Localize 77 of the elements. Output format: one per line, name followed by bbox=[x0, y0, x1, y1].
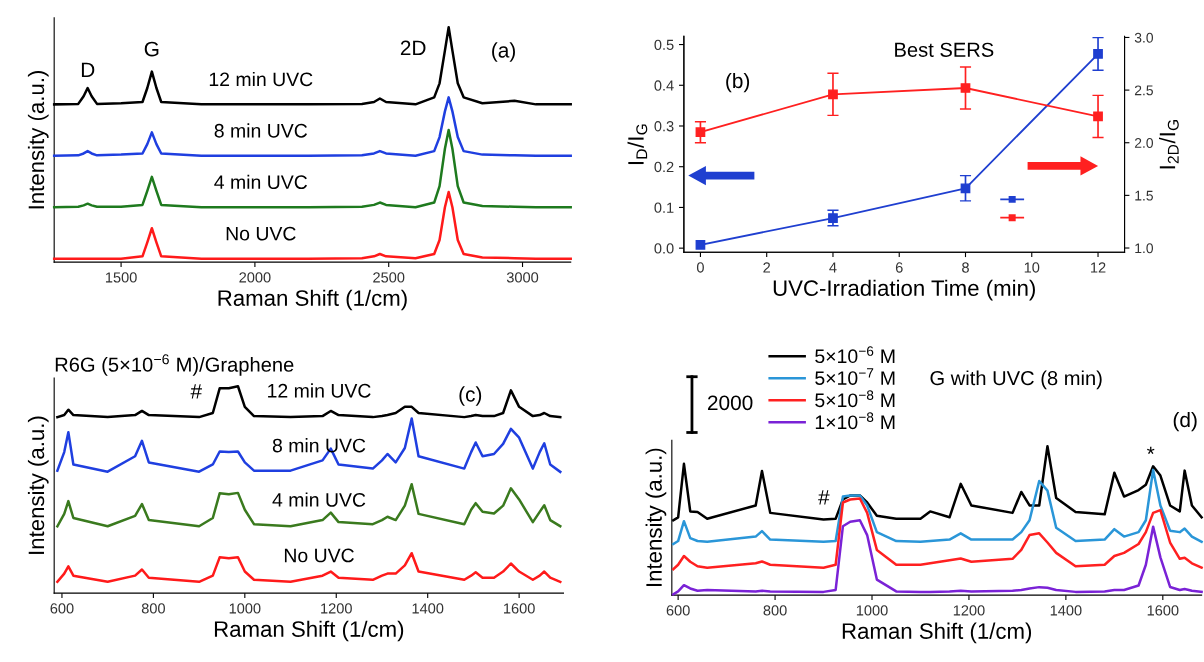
y-tick-label: 0.3 bbox=[654, 121, 674, 132]
point bbox=[1093, 111, 1103, 122]
series-label: 8 min UVC bbox=[214, 123, 308, 138]
x-tick-label: 1600 bbox=[1147, 605, 1179, 616]
x-tick-label: 1500 bbox=[105, 272, 137, 283]
y2-tick-label: 3.0 bbox=[1134, 32, 1154, 43]
chart-title: Best SERS bbox=[895, 42, 994, 57]
text: (d) bbox=[1173, 411, 1197, 432]
y-axis-title: Intensity (a.u.) bbox=[645, 448, 667, 587]
point bbox=[960, 183, 971, 194]
annotation: (b) bbox=[726, 72, 750, 93]
point bbox=[828, 89, 838, 100]
point bbox=[1093, 49, 1103, 59]
y2-tick-label: 1.0 bbox=[1135, 243, 1154, 254]
y-tick-label: 0.2 bbox=[654, 161, 674, 173]
x-tick-label: 10 bbox=[1024, 262, 1040, 273]
series-label: 4 min UVC bbox=[272, 492, 366, 507]
series-label: 8 min UVC bbox=[272, 438, 366, 453]
series-label: 12 min UVC bbox=[209, 71, 313, 87]
y-axis-title: Intensity (a.u.) bbox=[27, 416, 49, 554]
annotation: # bbox=[190, 384, 202, 399]
x-tick-label: 2000 bbox=[239, 272, 271, 283]
x-tick-label: 1400 bbox=[412, 603, 444, 614]
annotation: (c) bbox=[459, 386, 482, 406]
x-tick-label: 8 bbox=[962, 262, 969, 273]
point bbox=[960, 83, 971, 93]
annotation: G bbox=[144, 41, 159, 57]
x-axis-title: Raman Shift (1/cm) bbox=[842, 622, 1032, 644]
x-tick-label: 1600 bbox=[504, 603, 535, 614]
chart-title: R6G (5×10$^{−6}$ M)/Graphene bbox=[55, 354, 294, 376]
legend-label: 5×10$^{−8}$ M bbox=[815, 390, 895, 408]
x-tick-label: 800 bbox=[141, 603, 165, 614]
x-axis-title: Raman Shift (1/cm) bbox=[214, 620, 404, 642]
y2-axis-title: I$_{2D}$/I$_{G}$ bbox=[1159, 120, 1179, 169]
y-tick-label: 0.5 bbox=[654, 39, 674, 50]
x-tick-label: 4 bbox=[829, 262, 837, 273]
text: 2000 bbox=[707, 395, 753, 411]
x-axis-title: UVC-Irradiation Time (min) bbox=[773, 279, 1035, 301]
x-tick-label: 600 bbox=[50, 603, 74, 614]
x-tick-label: 3000 bbox=[506, 272, 539, 283]
x-tick-label: 2 bbox=[763, 262, 771, 273]
annotation: 2D bbox=[400, 40, 426, 56]
x-axis-title: Raman Shift (1/cm) bbox=[218, 289, 407, 311]
legend-label: 1×10$^{−8}$ M bbox=[815, 412, 895, 430]
y-tick-label: 0.0 bbox=[654, 243, 674, 254]
y-axis-title: Intensity (a.u.) bbox=[27, 70, 49, 209]
x-tick-label: 2500 bbox=[373, 272, 405, 283]
y-tick-label: 0.4 bbox=[654, 80, 674, 91]
x-tick-label: 6 bbox=[895, 262, 903, 273]
annotation: # bbox=[818, 490, 830, 505]
chart-title: G with UVC (8 min) bbox=[930, 370, 1102, 390]
x-tick-label: 0 bbox=[696, 262, 704, 273]
x-tick-label: 1200 bbox=[953, 605, 985, 616]
x-tick-label: 600 bbox=[666, 605, 690, 616]
x-tick-label: 1400 bbox=[1050, 605, 1082, 616]
x-tick-label: 12 bbox=[1091, 262, 1106, 273]
x-tick-label: 1000 bbox=[856, 605, 888, 616]
point bbox=[695, 240, 706, 250]
series-label: No UVC bbox=[226, 226, 296, 241]
x-tick-label: 800 bbox=[763, 605, 787, 616]
annotation: D bbox=[81, 62, 95, 77]
series-label: No UVC bbox=[284, 548, 354, 563]
y2-tick-label: 1.5 bbox=[1135, 190, 1153, 201]
legend-label: 5×10$^{−7}$ M bbox=[815, 368, 895, 385]
y-axis-title: I$_{D}$/I$_{G}$ bbox=[627, 124, 648, 165]
series-label: 12 min UVC bbox=[268, 383, 371, 398]
annotation: * bbox=[1147, 446, 1155, 455]
point bbox=[695, 127, 706, 138]
y-tick-label: 0.1 bbox=[654, 202, 674, 213]
series-label: 4 min UVC bbox=[214, 174, 308, 190]
y2-tick-label: 2.5 bbox=[1134, 85, 1153, 96]
annotation: (a) bbox=[492, 42, 515, 62]
y2-tick-label: 2.0 bbox=[1134, 138, 1154, 148]
point bbox=[828, 213, 838, 223]
x-tick-label: 1000 bbox=[229, 603, 261, 614]
x-tick-label: 1200 bbox=[321, 603, 352, 614]
legend-label: 5×10$^{−6}$ M bbox=[815, 346, 895, 364]
